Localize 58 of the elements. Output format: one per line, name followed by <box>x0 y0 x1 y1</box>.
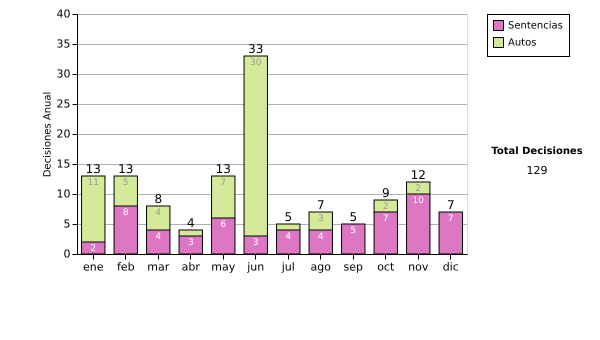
data-label: 3 <box>318 214 324 224</box>
data-label: 4 <box>318 232 324 242</box>
y-tick-label: 10 <box>56 188 70 200</box>
data-label: 7 <box>448 214 454 224</box>
legend-label: Sentencias <box>508 20 563 32</box>
data-label: 10 <box>412 196 424 206</box>
total-label: 33 <box>248 42 264 56</box>
total-label: 5 <box>349 210 358 224</box>
data-label: 3 <box>188 238 194 248</box>
x-tick-label: ago <box>310 260 332 274</box>
x-tick-label: jul <box>280 260 295 274</box>
data-label: 4 <box>285 232 292 242</box>
data-label: 2 <box>382 202 389 212</box>
total-label: 8 <box>154 192 162 206</box>
total-label: 4 <box>186 216 195 230</box>
data-label: 5 <box>122 178 129 188</box>
x-tick-label: abr <box>182 260 200 274</box>
y-tick-label: 35 <box>56 38 70 50</box>
data-label: 2 <box>90 244 96 254</box>
text: 129 <box>526 164 548 177</box>
total-label: 13 <box>118 162 134 176</box>
y-tick-label: 30 <box>56 68 70 80</box>
data-label: 7 <box>382 214 389 224</box>
x-tick-label: may <box>211 260 236 274</box>
total-label: 7 <box>316 198 325 212</box>
data-label: 4 <box>155 232 162 242</box>
x-tick-label: sep <box>344 260 364 274</box>
data-label: 5 <box>350 226 356 236</box>
x-tick-label: oct <box>377 260 395 274</box>
y-tick-label: 40 <box>56 8 70 20</box>
total-label: 13 <box>86 162 101 176</box>
data-label: 7 <box>220 178 226 188</box>
legend-label: Autos <box>508 38 536 48</box>
y-tick-label: 20 <box>56 128 70 140</box>
x-tick-label: nov <box>408 260 429 274</box>
y-tick-label: 5 <box>64 218 70 230</box>
y-tick-label: 0 <box>64 248 70 260</box>
x-tick-label: ene <box>82 260 104 274</box>
total-label: 9 <box>382 186 390 200</box>
data-label: 30 <box>250 58 262 68</box>
data-label: 4 <box>155 208 162 218</box>
data-label: 6 <box>220 220 226 230</box>
data-label: 2 <box>415 184 422 194</box>
total-label: 5 <box>284 210 292 224</box>
data-label: 8 <box>122 208 129 218</box>
x-tick-label: jun <box>246 260 264 274</box>
y-tick-label: 15 <box>56 158 70 170</box>
data-label: 11 <box>88 178 99 188</box>
total-label: 12 <box>410 168 426 182</box>
data-label: 3 <box>252 238 259 248</box>
text: Total Decisiones <box>491 146 583 157</box>
x-tick-label: mar <box>147 260 170 274</box>
total-label: 13 <box>216 162 231 176</box>
y-tick-label: 25 <box>56 98 70 110</box>
x-tick-label: dic <box>442 260 459 274</box>
y-axis-title: Decisiones Anual <box>42 92 54 178</box>
x-tick-label: feb <box>116 260 135 274</box>
total-label: 7 <box>446 198 455 212</box>
